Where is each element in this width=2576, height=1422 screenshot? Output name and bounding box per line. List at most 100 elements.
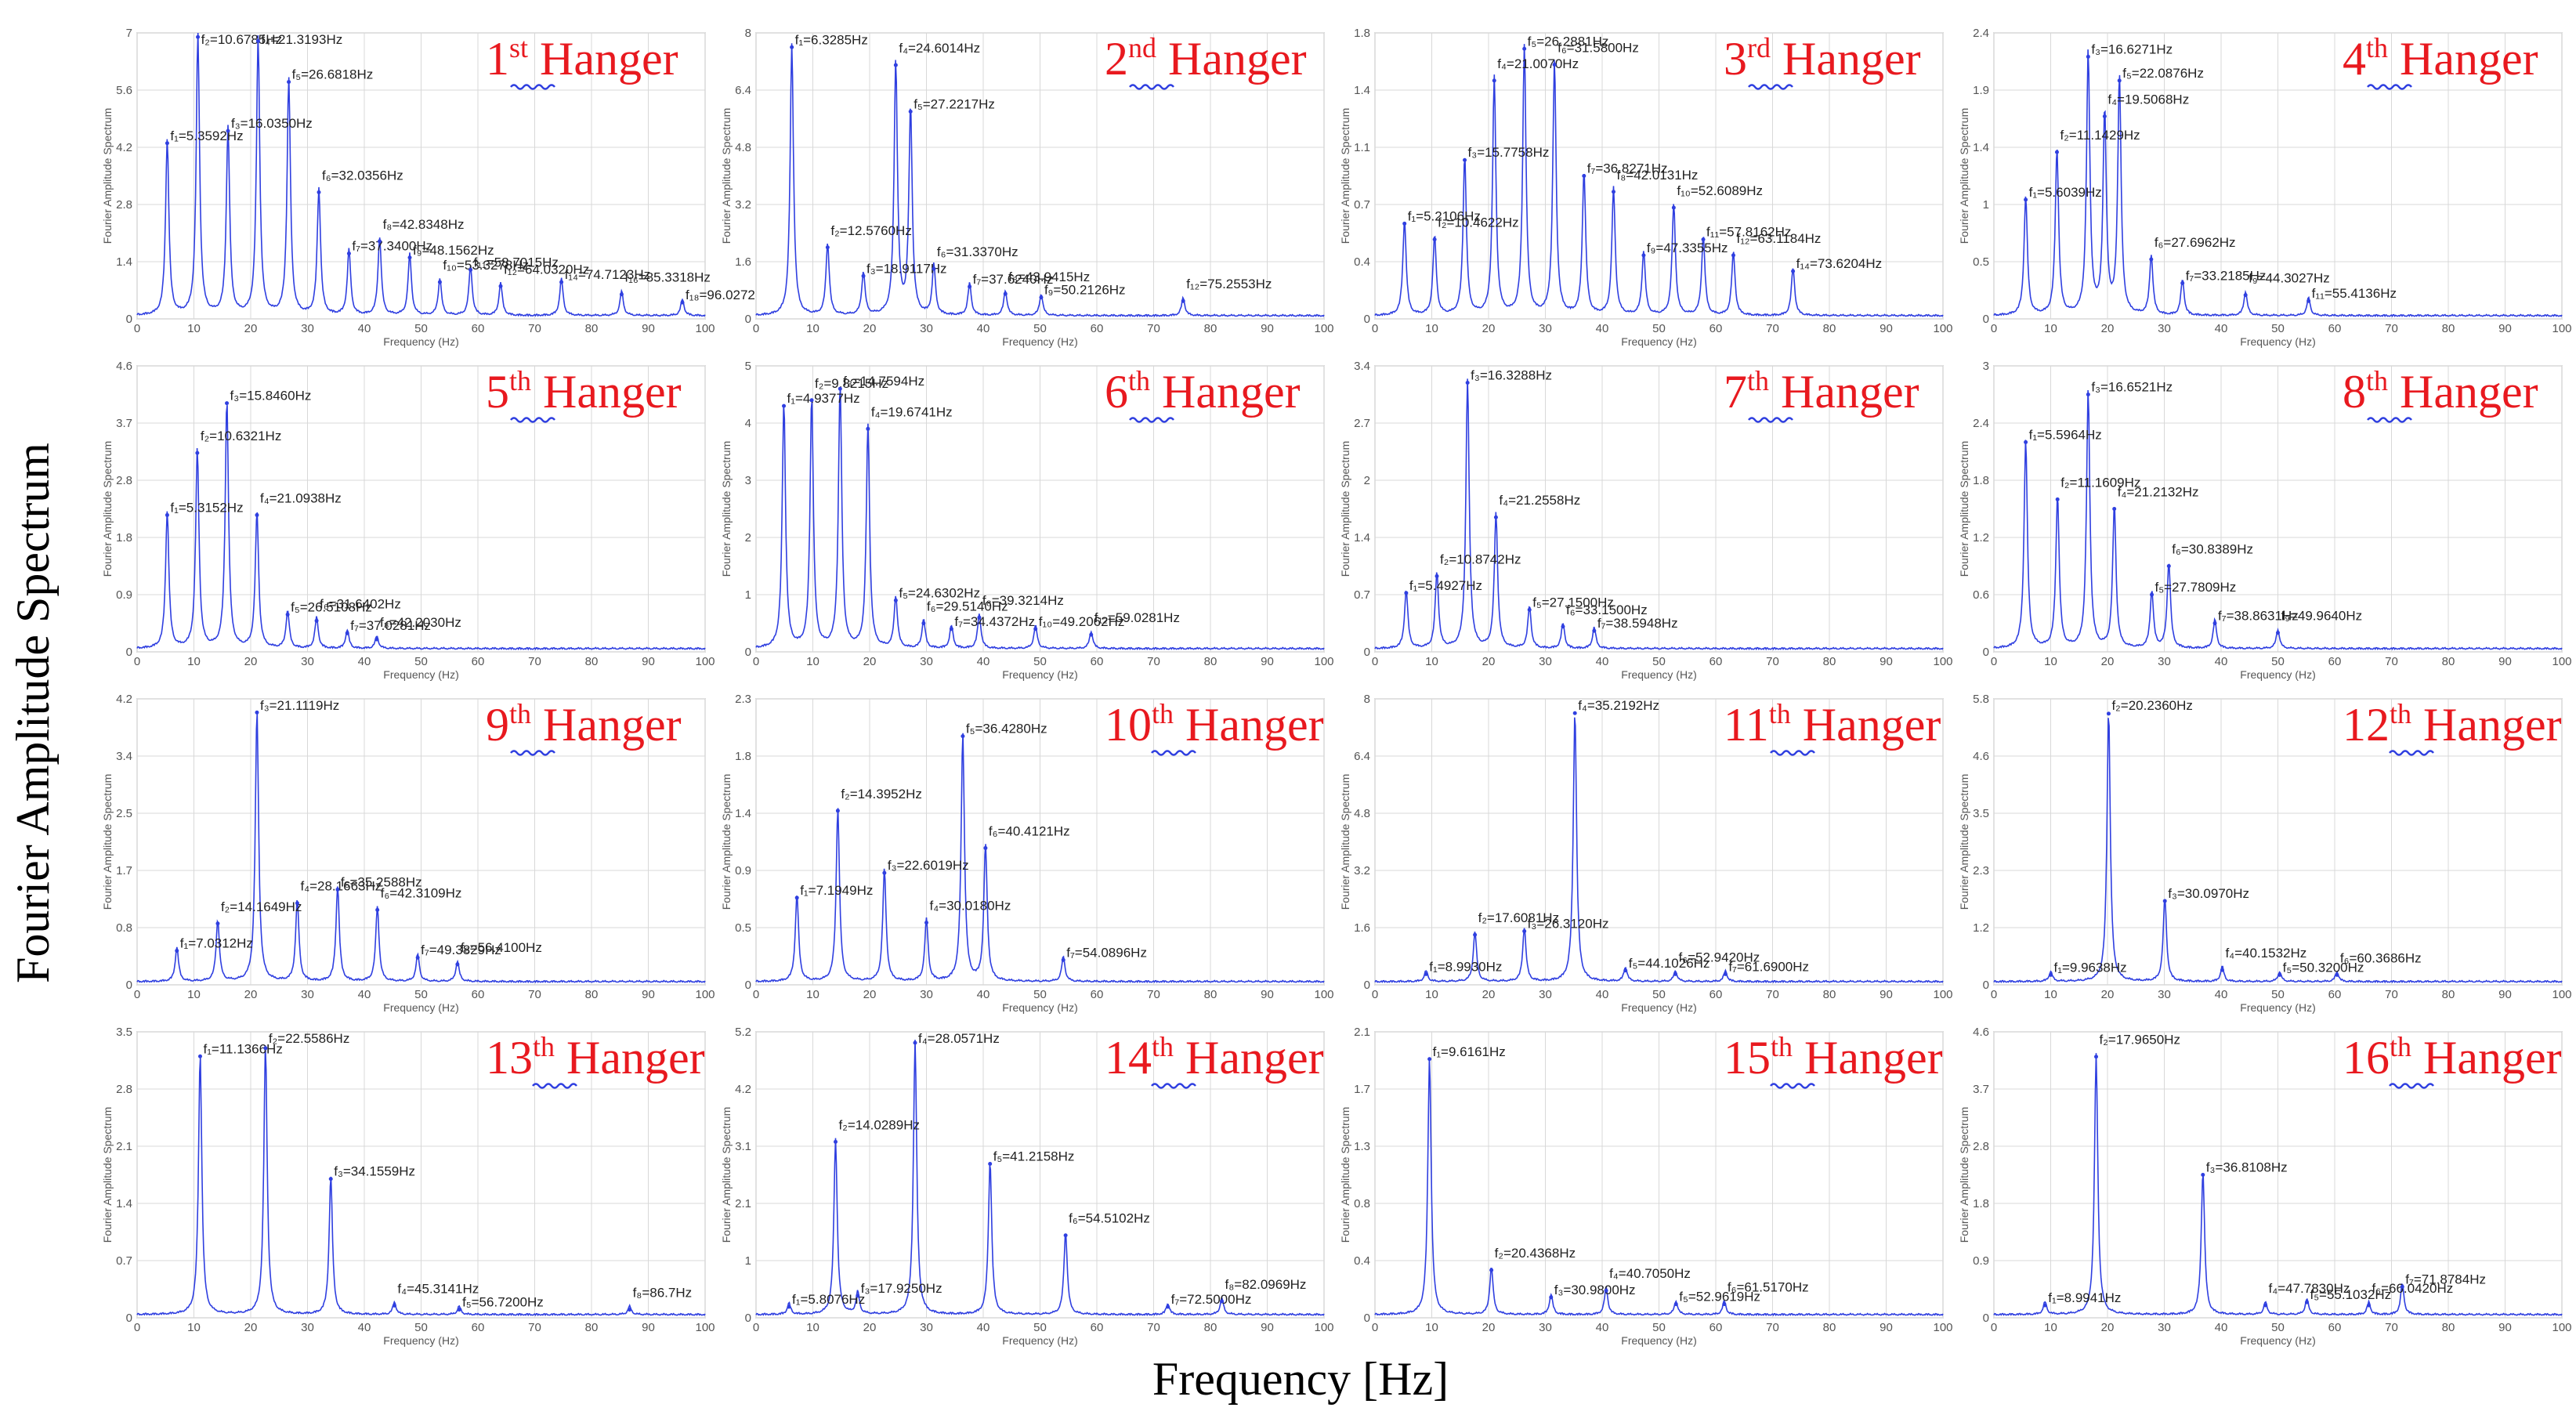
x-tick-label: 100 (695, 1321, 715, 1334)
spectrum-line (755, 388, 1325, 651)
panel-y-label: Fourier Amplitude Spectrum (1339, 441, 1351, 577)
x-tick-label: 80 (2442, 655, 2455, 668)
peak-marker (2276, 631, 2280, 635)
x-tick-label: 60 (1091, 322, 1104, 335)
x-tick-label: 0 (1372, 655, 1378, 668)
panel-title-suffix: th (533, 1031, 555, 1062)
panel-title-suffix: th (509, 365, 531, 396)
y-tick-label: 2 (1364, 474, 1370, 487)
x-tick-label: 30 (2158, 1321, 2171, 1334)
panel-title-number: 7 (1724, 366, 1747, 418)
peak-label: f₇=38.8631Hz (2218, 609, 2299, 624)
x-tick-label: 40 (358, 322, 371, 335)
peak-marker (908, 109, 913, 114)
x-tick-label: 70 (2385, 1321, 2398, 1334)
panel-title-word: Hanger (528, 33, 678, 85)
panel-title: 10th Hanger (1105, 698, 1324, 751)
y-tick-label: 2.4 (1973, 27, 1989, 40)
peak-marker (2024, 197, 2028, 202)
y-tick-label: 1.4 (1354, 84, 1370, 97)
peak-label: f₇=34.4372Hz (954, 614, 1035, 629)
x-tick-label: 80 (1204, 655, 1217, 668)
panel-title-word: Hanger (2411, 1032, 2562, 1084)
peak-marker (345, 631, 349, 635)
peak-label: f₃=15.8460Hz (230, 389, 312, 403)
panel-y-label: Fourier Amplitude Spectrum (1339, 774, 1351, 910)
peak-label: f₁₆=85.3318Hz (624, 270, 710, 285)
x-tick-label: 50 (1652, 1321, 1666, 1334)
panel-title-suffix: th (1128, 365, 1150, 396)
peak-marker (988, 1161, 993, 1166)
panel-hanger-6: 0 10 20 30 40 50 60 70 80 90 100 0 1 2 3 4 5 Frequency (H… (720, 360, 1334, 681)
y-tick-label: 0 (745, 1312, 751, 1325)
peak-label: f₁₈=96.0272Hz (686, 288, 772, 302)
y-tick-label: 5.2 (735, 1026, 751, 1039)
peak-marker (1089, 632, 1094, 637)
panel-title-suffix: th (1769, 698, 1791, 729)
panels-grid: 0 10 20 30 40 50 60 70 80 90 10001.42.84.25.67Freq… (101, 27, 2572, 1347)
peak-label: f₃=16.6521Hz (2091, 380, 2173, 395)
x-tick-label: 100 (1314, 1321, 1333, 1334)
peak-label: f₅=27.2217Hz (914, 96, 995, 111)
peak-label: f₆=29.5140Hz (927, 599, 1008, 614)
peak-label: f₃=21.1119Hz (260, 698, 339, 713)
peak-label: f₇=54.0896Hz (1066, 945, 1147, 960)
y-tick-label: 2.8 (116, 198, 132, 212)
x-tick-label: 90 (642, 1321, 655, 1334)
peak-label: f₄=21.0938Hz (260, 490, 342, 505)
peak-label: f₄=28.0571Hz (918, 1031, 1000, 1046)
x-tick-label: 70 (2385, 322, 2398, 335)
peak-marker (1592, 628, 1597, 633)
x-tick-label: 80 (2442, 988, 2455, 1001)
spectrum-line (1374, 1058, 1944, 1317)
x-tick-label: 40 (977, 655, 990, 668)
peak-label: f₃=16.6271Hz (2091, 42, 2173, 56)
x-tick-label: 80 (1204, 988, 1217, 1001)
y-tick-label: 3 (1983, 360, 1989, 373)
peak-marker (2086, 54, 2090, 59)
panel-x-label: Frequency (Hz) (383, 1001, 458, 1014)
x-tick-label: 50 (2271, 988, 2285, 1001)
y-tick-label: 3.2 (735, 198, 751, 212)
peak-marker (1427, 1057, 1432, 1062)
panel-title-number: 15 (1724, 1032, 1771, 1084)
x-tick-label: 20 (2101, 988, 2115, 1001)
x-tick-label: 10 (806, 1321, 819, 1334)
x-tick-label: 50 (1652, 655, 1666, 668)
peak-marker (1701, 237, 1706, 242)
spellcheck-underline (1770, 750, 1815, 756)
y-tick-label: 1.7 (1354, 1083, 1370, 1096)
y-tick-label: 0.9 (116, 588, 132, 602)
x-tick-label: 0 (134, 655, 140, 668)
y-tick-label: 2.1 (1354, 1026, 1370, 1039)
peak-label: f₃=16.0350Hz (231, 116, 313, 131)
peak-marker (1465, 380, 1470, 385)
x-tick-label: 60 (1709, 655, 1723, 668)
peak-label: f₂=10.6785Hz (201, 32, 282, 47)
panel-title-word: Hanger (531, 699, 682, 751)
panel-y-label: Fourier Amplitude Spectrum (720, 1107, 733, 1243)
panel-title-number: 4 (2343, 33, 2366, 85)
y-tick-label: 0 (1983, 1312, 1989, 1325)
peak-label: f₄=28.1663Hz (300, 879, 382, 894)
x-tick-label: 70 (528, 655, 541, 668)
peak-marker (1166, 1304, 1170, 1309)
y-tick-label: 5 (745, 360, 751, 373)
peak-marker (165, 141, 169, 146)
x-tick-label: 90 (1261, 655, 1274, 668)
x-tick-label: 0 (134, 1321, 140, 1334)
panel-title: 5th Hanger (486, 365, 682, 418)
panel-hanger-4: 0 10 20 30 40 50 60 70 80 90 100 0 0.5 1 1.4 1.9 2.4 Freq… (1958, 27, 2572, 348)
peak-marker (346, 251, 351, 256)
peak-label: f₂=22.5586Hz (269, 1031, 349, 1046)
x-tick-label: 60 (1091, 655, 1104, 668)
y-tick-label: 3.7 (1973, 1083, 1989, 1096)
peak-marker (226, 128, 230, 133)
y-tick-label: 0 (126, 1312, 132, 1325)
x-tick-label: 30 (920, 988, 933, 1001)
panel-title: 11th Hanger (1724, 698, 1941, 751)
panel-hanger-3: 0 10 20 30 40 50 60 70 80 90 100 0 0.4 0.7 1.1 1.4 1.8 Fr… (1339, 27, 1953, 348)
peak-label: f₂=17.6081Hz (1478, 910, 1559, 925)
x-tick-label: 50 (1033, 322, 1047, 335)
peak-label: f₃=22.6019Hz (888, 858, 969, 873)
